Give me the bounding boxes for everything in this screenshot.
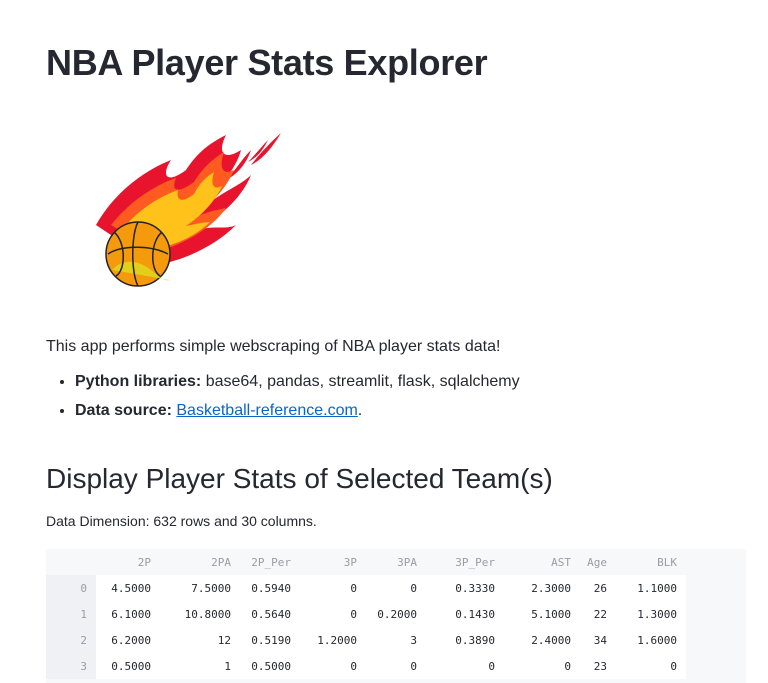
column-header[interactable]: 2P_Per: [251, 555, 291, 569]
row-index: 3: [46, 653, 96, 679]
list-item: Python libraries: base64, pandas, stream…: [75, 372, 520, 392]
section-title: Display Player Stats of Selected Team(s): [46, 463, 553, 494]
fact-label: Python libraries:: [75, 373, 202, 390]
table-cell: 0.3330: [426, 575, 504, 601]
data-source-link[interactable]: Basketball-reference.com: [176, 402, 358, 419]
table-row: 2 6.2000 12 0.5190 1.2000 3 0.3890 2.4000 34 1.60…: [46, 627, 686, 653]
table-cell: 0: [504, 653, 580, 679]
column-header[interactable]: BLK: [657, 555, 677, 569]
stats-table-container[interactable]: 2P 2PA 2P_Per 3P 3PA 3P_Per AST Age BLK 0 4.5000 7…: [46, 549, 746, 683]
table-cell: 1: [160, 653, 240, 679]
table-cell: 22: [580, 601, 616, 627]
row-index: 1: [46, 601, 96, 627]
column-header[interactable]: Age: [587, 555, 607, 569]
table-cell: 6.1000: [96, 601, 160, 627]
table-row: 1 6.1000 10.8000 0.5640 0 0.2000 0.1430 5.1000 2…: [46, 601, 686, 627]
table-cell: 23: [580, 653, 616, 679]
table-cell: 0: [300, 653, 366, 679]
table-cell: 4.5000: [96, 575, 160, 601]
list-item: Data source: Basketball-reference.com.: [75, 401, 520, 421]
table-cell: 0: [616, 653, 686, 679]
row-index: 0: [46, 575, 96, 601]
column-header[interactable]: 2P: [137, 555, 151, 569]
facts-list: Python libraries: base64, pandas, stream…: [46, 372, 520, 430]
table-cell: 0: [300, 575, 366, 601]
table-cell: 0: [426, 653, 504, 679]
table-cell: 0: [366, 575, 426, 601]
stats-table: 2P 2PA 2P_Per 3P 3PA 3P_Per AST Age BLK 0 4.5000 7…: [46, 549, 686, 679]
table-cell: 34: [580, 627, 616, 653]
table-cell: 0.5000: [96, 653, 160, 679]
table-cell: 0.2000: [366, 601, 426, 627]
table-header-row: 2P 2PA 2P_Per 3P 3PA 3P_Per AST Age BLK: [46, 549, 686, 575]
table-cell: 0.5000: [240, 653, 300, 679]
flaming-basketball-icon: [76, 130, 286, 295]
table-cell: 5.1000: [504, 601, 580, 627]
table-cell: 0.3890: [426, 627, 504, 653]
intro-text: This app performs simple webscraping of …: [46, 338, 501, 355]
table-cell: 2.4000: [504, 627, 580, 653]
table-cell: 1.2000: [300, 627, 366, 653]
table-cell: 0.5190: [240, 627, 300, 653]
index-header: [46, 549, 96, 575]
table-cell: 1.3000: [616, 601, 686, 627]
table-cell: 7.5000: [160, 575, 240, 601]
data-dimension-text: Data Dimension: 632 rows and 30 columns.: [46, 513, 317, 529]
column-header[interactable]: 3PA: [397, 555, 417, 569]
column-header[interactable]: 2PA: [211, 555, 231, 569]
table-row: 3 0.5000 1 0.5000 0 0 0 0 23 0: [46, 653, 686, 679]
table-cell: 0: [366, 653, 426, 679]
fact-label: Data source:: [75, 402, 172, 419]
table-cell: 0: [300, 601, 366, 627]
table-cell: 3: [366, 627, 426, 653]
table-cell: 12: [160, 627, 240, 653]
table-cell: 26: [580, 575, 616, 601]
table-cell: 1.1000: [616, 575, 686, 601]
table-cell: 0.5640: [240, 601, 300, 627]
table-cell: 1.6000: [616, 627, 686, 653]
column-header[interactable]: 3P_Per: [455, 555, 495, 569]
fact-text: base64, pandas, streamlit, flask, sqlalc…: [201, 373, 520, 390]
column-header[interactable]: 3P: [343, 555, 357, 569]
table-row: 0 4.5000 7.5000 0.5940 0 0 0.3330 2.3000 26 1.100…: [46, 575, 686, 601]
column-header[interactable]: AST: [551, 555, 571, 569]
row-index: 2: [46, 627, 96, 653]
table-cell: 6.2000: [96, 627, 160, 653]
page-title: NBA Player Stats Explorer: [46, 42, 488, 83]
table-cell: 10.8000: [160, 601, 240, 627]
table-cell: 0.1430: [426, 601, 504, 627]
table-cell: 2.3000: [504, 575, 580, 601]
table-cell: 0.5940: [240, 575, 300, 601]
fact-suffix: .: [357, 402, 363, 419]
